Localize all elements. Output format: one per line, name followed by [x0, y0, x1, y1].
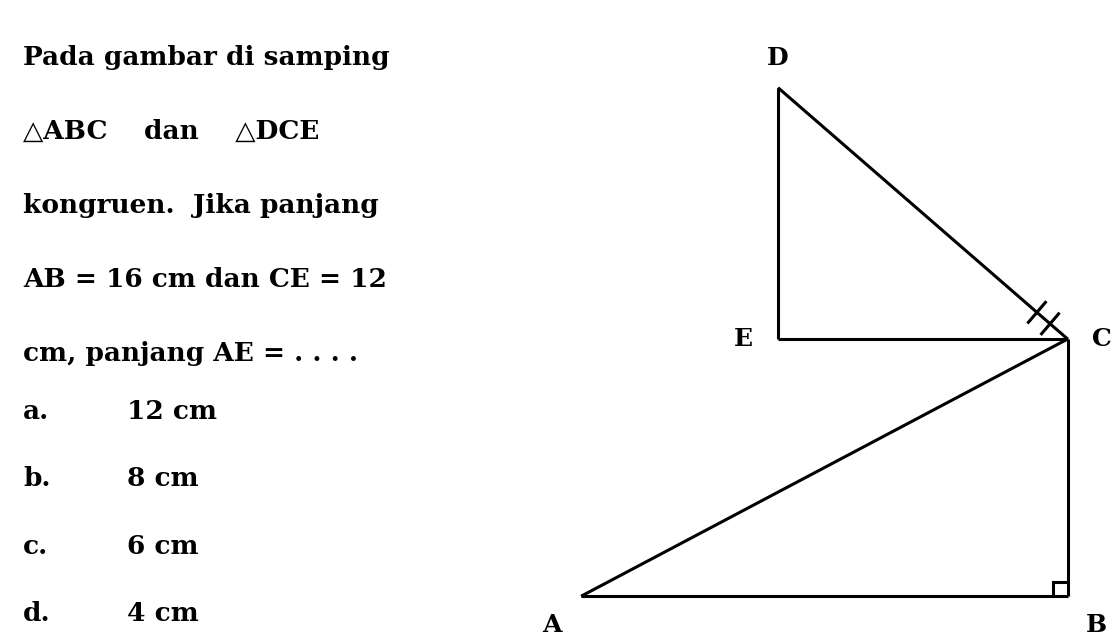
Text: B: B: [1086, 613, 1107, 637]
Text: d.: d.: [23, 601, 51, 626]
Text: △ABC    dan    △DCE: △ABC dan △DCE: [23, 119, 320, 144]
Text: Pada gambar di samping: Pada gambar di samping: [23, 45, 390, 70]
Text: A: A: [543, 613, 561, 637]
Text: 6 cm: 6 cm: [127, 534, 199, 559]
Text: 4 cm: 4 cm: [127, 601, 199, 626]
Text: c.: c.: [23, 534, 48, 559]
Text: a.: a.: [23, 399, 49, 424]
Text: E: E: [734, 327, 753, 351]
Text: 12 cm: 12 cm: [127, 399, 217, 424]
Text: cm, panjang AE = . . . .: cm, panjang AE = . . . .: [23, 341, 359, 366]
Text: b.: b.: [23, 466, 50, 491]
Text: 8 cm: 8 cm: [127, 466, 199, 491]
Text: kongruen.  Jika panjang: kongruen. Jika panjang: [23, 193, 379, 218]
Text: C: C: [1093, 327, 1113, 351]
Text: AB = 16 cm dan CE = 12: AB = 16 cm dan CE = 12: [23, 267, 387, 292]
Text: D: D: [768, 46, 789, 71]
